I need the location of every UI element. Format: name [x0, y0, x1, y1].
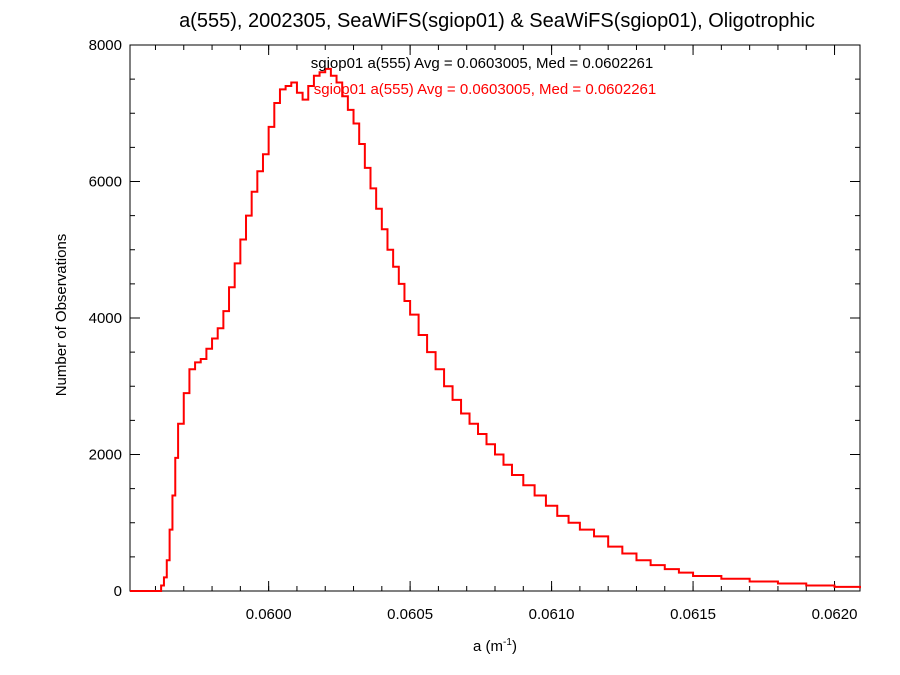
y-tick-label: 0 — [114, 583, 122, 600]
x-axis-tick-labels: 0.0600 0.0605 0.0610 0.0615 0.0620 — [246, 606, 858, 623]
x-tick-label: 0.0615 — [670, 606, 716, 623]
x-axis-label: a (m-1) — [473, 637, 517, 655]
x-tick-label: 0.0610 — [529, 606, 575, 623]
y-axis-label: Number of Observations — [53, 234, 70, 397]
histogram-series-line — [130, 67, 861, 592]
x-axis-label-main: a (m — [473, 638, 503, 655]
annotation-black: sgiop01 a(555) Avg = 0.0603005, Med = 0.… — [311, 55, 654, 72]
x-axis-label-close: ) — [512, 638, 517, 655]
x-tick-label: 0.0605 — [387, 606, 433, 623]
y-axis-ticks — [130, 44, 860, 592]
y-tick-label: 2000 — [89, 447, 122, 464]
x-axis-label-exponent: -1 — [503, 637, 512, 648]
y-tick-label: 6000 — [89, 174, 122, 191]
y-tick-label: 4000 — [89, 310, 122, 327]
x-tick-label: 0.0600 — [246, 606, 292, 623]
y-axis-tick-labels: 0 2000 4000 6000 8000 — [89, 37, 122, 600]
x-tick-label: 0.0620 — [812, 606, 858, 623]
chart-title: a(555), 2002305, SeaWiFS(sgiop01) & SeaW… — [179, 10, 815, 32]
y-tick-label: 8000 — [89, 37, 122, 54]
annotation-red: sgiop01 a(555) Avg = 0.0603005, Med = 0.… — [314, 81, 657, 98]
